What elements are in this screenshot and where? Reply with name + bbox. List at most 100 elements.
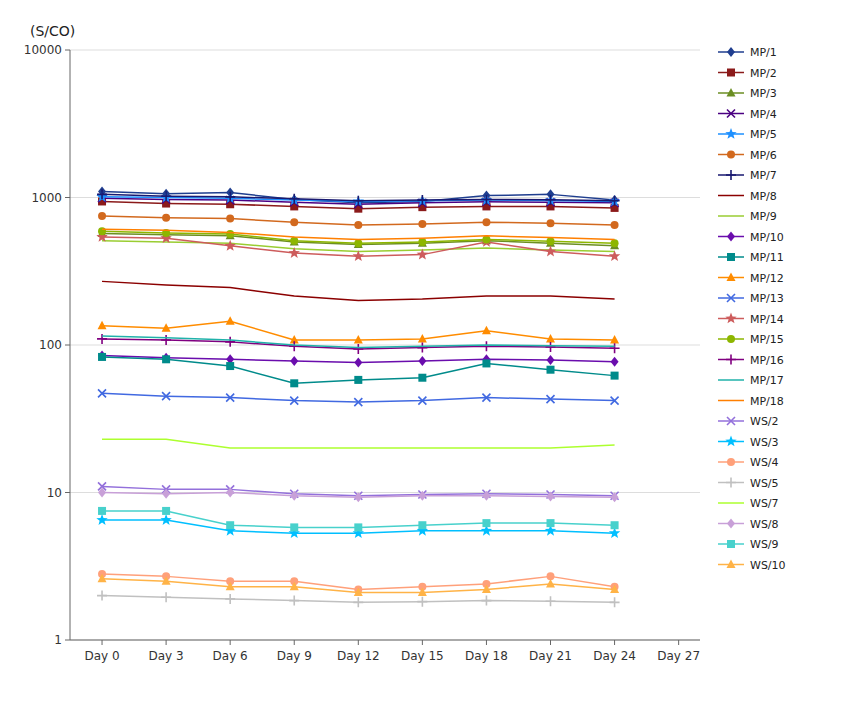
x-tick-label: Day 6 [213, 649, 248, 663]
marker [162, 507, 170, 515]
marker [481, 236, 492, 247]
marker [226, 362, 234, 370]
legend-label: MP/2 [750, 67, 777, 80]
legend-marker [727, 519, 735, 529]
y-tick [65, 492, 70, 493]
series [102, 439, 615, 448]
legend-label: MP/9 [750, 210, 777, 223]
legend-label: MP/1 [750, 46, 777, 59]
marker [161, 592, 171, 602]
marker [98, 574, 107, 583]
legend-swatch [718, 379, 744, 381]
legend-item: WS/4 [718, 456, 779, 469]
series [98, 353, 619, 387]
series [96, 231, 620, 261]
marker [482, 218, 490, 226]
marker [289, 194, 299, 204]
legend-marker [725, 128, 736, 139]
legend-marker [725, 313, 736, 324]
legend-item: MP/3 [718, 87, 777, 100]
marker [290, 356, 298, 366]
marker [546, 342, 556, 352]
marker [98, 353, 106, 361]
legend-label: WS/10 [750, 559, 786, 572]
legend-item: WS/8 [718, 518, 779, 531]
marker [611, 492, 619, 502]
marker [162, 355, 170, 363]
x-tick [422, 640, 423, 645]
marker [547, 237, 555, 245]
marker [226, 582, 235, 591]
marker [547, 355, 555, 365]
legend-marker [725, 436, 736, 447]
legend-item: WS/2 [718, 415, 779, 428]
legend-item: MP/6 [718, 149, 777, 162]
marker [289, 194, 300, 205]
chart: 110100100010000Day 0Day 3Day 6Day 9Day 1… [0, 0, 848, 703]
marker [418, 587, 427, 596]
marker [290, 237, 298, 245]
grid [70, 50, 700, 640]
legend-item: MP/11 [718, 251, 784, 264]
marker [354, 335, 363, 344]
marker [610, 196, 620, 206]
marker [162, 323, 171, 332]
legend-item: MP/16 [718, 354, 784, 367]
marker [354, 398, 362, 406]
legend-label: MP/3 [750, 87, 777, 100]
series-line [102, 336, 615, 348]
legend-item: WS/9 [718, 538, 779, 551]
legend-item: MP/9 [718, 210, 777, 223]
marker [611, 357, 619, 367]
marker [225, 192, 235, 202]
marker [482, 491, 490, 501]
legend-item: MP/18 [718, 395, 784, 408]
x-tick [230, 640, 231, 645]
x-tick-label: Day 12 [337, 649, 380, 663]
marker [545, 246, 556, 257]
series [102, 336, 615, 348]
series-line [102, 520, 615, 533]
marker [417, 195, 428, 206]
marker [546, 238, 555, 247]
marker [547, 366, 555, 374]
legend-item: MP/10 [718, 231, 784, 244]
series [97, 189, 620, 205]
marker [354, 492, 362, 502]
legend-item: WS/3 [718, 436, 779, 449]
x-tick [486, 640, 487, 645]
marker [481, 194, 491, 204]
legend-label: MP/14 [750, 313, 784, 326]
legend-item: MP/1 [718, 46, 777, 59]
grid-line [70, 345, 700, 346]
series [96, 191, 620, 206]
marker [98, 350, 106, 360]
legend-label: MP/15 [750, 333, 784, 346]
marker [609, 250, 620, 261]
marker [96, 514, 107, 525]
marker [290, 218, 298, 226]
legend-label: WS/3 [750, 436, 779, 449]
x-tick-label: Day 3 [149, 649, 184, 663]
y-tick [65, 640, 70, 641]
y-tick-label: 1 [54, 633, 62, 647]
x-tick-label: Day 21 [529, 649, 572, 663]
marker [354, 240, 363, 249]
legend-marker [727, 110, 735, 118]
series-line [102, 439, 615, 448]
series-line [102, 281, 615, 300]
x-tick [358, 640, 359, 645]
legend-label: MP/5 [750, 128, 777, 141]
marker [162, 576, 171, 585]
marker [162, 214, 170, 222]
marker [610, 584, 619, 593]
series [97, 334, 620, 354]
series [98, 574, 620, 596]
marker [482, 394, 490, 402]
marker [98, 389, 106, 397]
legend-swatch [718, 502, 744, 504]
legend-marker [727, 560, 736, 569]
x-tick-label: Day 0 [84, 649, 119, 663]
marker [98, 212, 106, 220]
marker [418, 356, 426, 366]
